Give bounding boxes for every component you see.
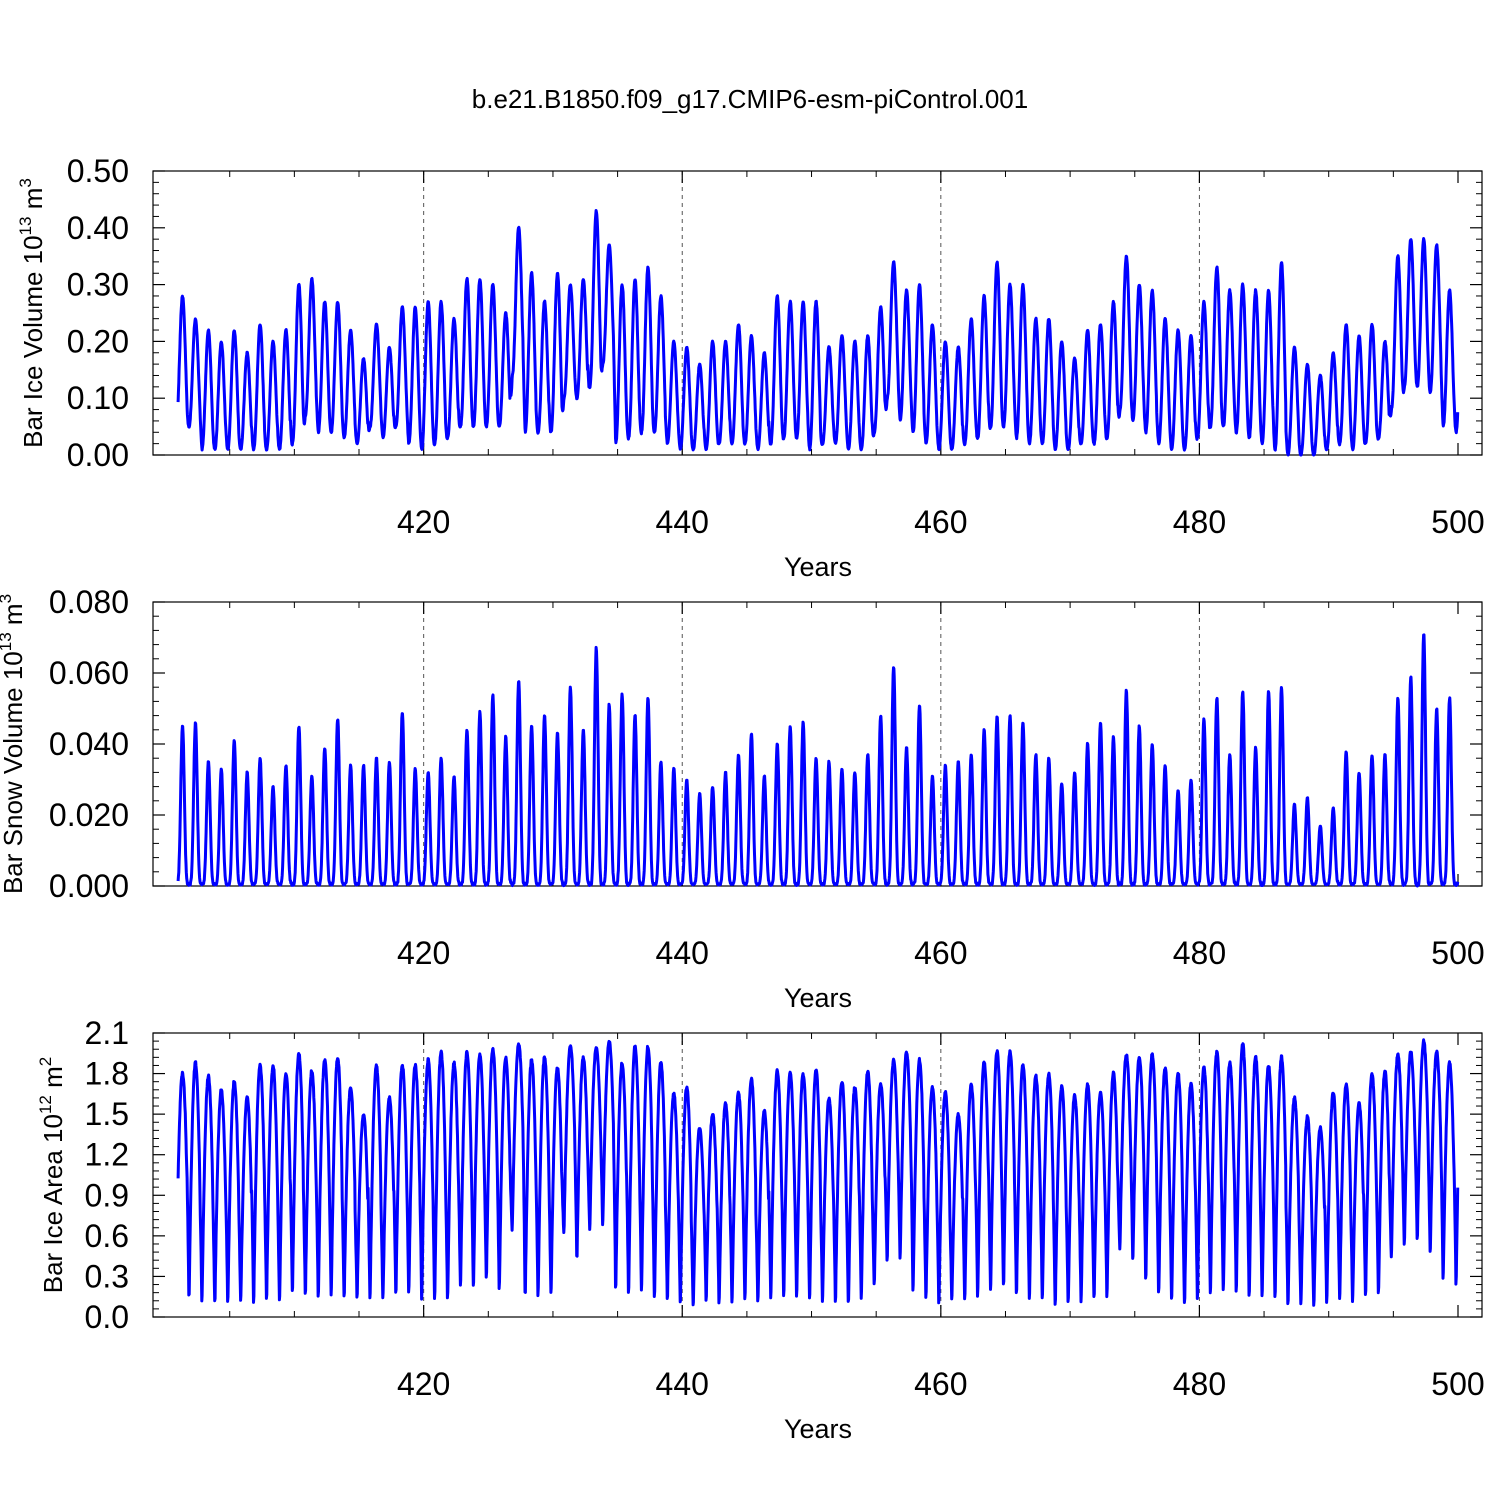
y-tick-label: 2.1	[85, 1015, 129, 1051]
x-tick-label: 500	[1431, 935, 1484, 971]
y-tick-label: 0.00	[67, 437, 129, 473]
x-axis-label: Years	[784, 983, 852, 1013]
x-tick-label: 420	[397, 935, 450, 971]
y-tick-label: 0.020	[49, 797, 129, 833]
x-tick-label: 460	[914, 935, 967, 971]
x-tick-label: 460	[914, 1366, 967, 1402]
y-tick-label: 0.0	[85, 1299, 129, 1335]
y-tick-label: 1.2	[85, 1137, 129, 1173]
plot-frame	[152, 1032, 1483, 1318]
y-tick-label: 0.060	[49, 655, 129, 691]
plot-frame	[152, 170, 1483, 456]
panel-snow-volume: 0.000 0.020 0.040 0.060 0.080 420 440 460 480 500…	[0, 584, 1485, 1013]
y-tick-label: 0.40	[67, 210, 129, 246]
x-tick-label: 420	[397, 504, 450, 540]
y-tick-label: 0.10	[67, 380, 129, 416]
y-tick-label: 0.9	[85, 1177, 129, 1213]
y-axis-label: Bar Snow Volume 1013 m3	[0, 594, 28, 894]
panel-ice-area: 0.0 0.3 0.6 0.9 1.2 1.5 1.8 2.1 420 440 460 480 500 Y…	[36, 1015, 1485, 1444]
y-tick-label: 1.8	[85, 1056, 129, 1092]
y-axis-label: Bar Ice Volume 1013 m3	[16, 178, 48, 448]
figure-title: b.e21.B1850.f09_g17.CMIP6-esm-piControl.…	[472, 84, 1028, 114]
x-tick-label: 460	[914, 504, 967, 540]
y-tick-label: 0.040	[49, 726, 129, 762]
x-tick-label: 480	[1173, 504, 1226, 540]
y-tick-label: 0.3	[85, 1258, 129, 1294]
series-line-snow-volume	[176, 633, 1460, 888]
x-tick-label: 440	[656, 504, 709, 540]
x-tick-label: 420	[397, 1366, 450, 1402]
y-tick-label: 0.080	[49, 584, 129, 620]
y-tick-label: 0.20	[67, 323, 129, 359]
x-axis-label: Years	[784, 552, 852, 582]
x-tick-label: 480	[1173, 935, 1226, 971]
x-axis-label: Years	[784, 1414, 852, 1444]
series-line-ice-volume	[176, 209, 1460, 457]
y-tick-label: 0.000	[49, 868, 129, 904]
y-tick-label: 0.6	[85, 1218, 129, 1254]
x-tick-label: 500	[1431, 1366, 1484, 1402]
y-axis-label: Bar Ice Area 1012 m2	[36, 1057, 68, 1294]
panel-ice-volume: 0.00 0.10 0.20 0.30 0.40 0.50 420 440 460 480 500 Y…	[16, 153, 1485, 582]
series-line-ice-area	[176, 1038, 1460, 1307]
y-tick-label: 1.5	[85, 1096, 129, 1132]
y-tick-label: 0.50	[67, 153, 129, 189]
x-tick-label: 500	[1431, 504, 1484, 540]
x-tick-label: 440	[656, 1366, 709, 1402]
x-tick-label: 440	[656, 935, 709, 971]
x-tick-label: 480	[1173, 1366, 1226, 1402]
y-tick-label: 0.30	[67, 267, 129, 303]
